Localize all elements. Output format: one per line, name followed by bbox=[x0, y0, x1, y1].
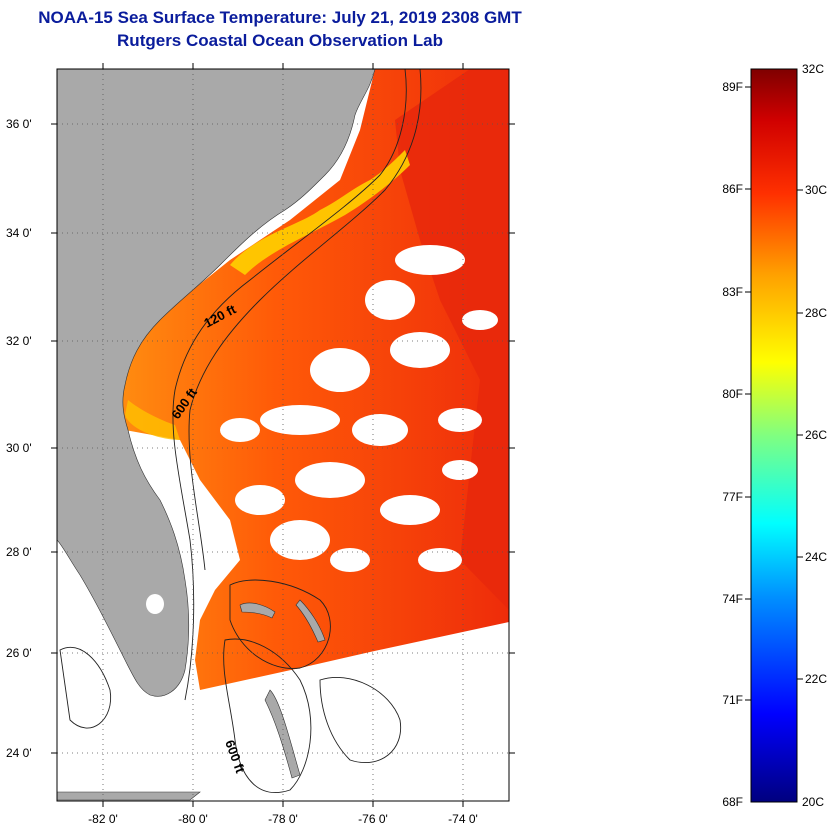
map-panel: 120 ft 600 ft 600 ft bbox=[57, 69, 509, 801]
colorbar-f-label: 71F bbox=[722, 693, 743, 707]
sst-hot-zone bbox=[395, 69, 509, 610]
graticule bbox=[57, 69, 509, 801]
colorbar-ticks bbox=[745, 86, 803, 701]
lat-label: 34 0' bbox=[6, 226, 32, 240]
colorbar bbox=[750, 68, 798, 803]
map-subtitle: Rutgers Coastal Ocean Observation Lab bbox=[117, 31, 443, 50]
colorbar-c-label: 28C bbox=[805, 306, 827, 320]
lon-label: -82 0' bbox=[88, 812, 118, 826]
colorbar-c-label: 20C bbox=[802, 795, 824, 809]
lon-label: -78 0' bbox=[268, 812, 298, 826]
colorbar-f-label: 83F bbox=[722, 285, 743, 299]
sst-nearshore-band bbox=[230, 150, 410, 275]
lake-okeechobee bbox=[146, 594, 164, 614]
lon-label: -80 0' bbox=[178, 812, 208, 826]
bahamas-islands bbox=[57, 599, 326, 801]
colorbar-c-label: 32C bbox=[802, 62, 824, 76]
lon-label: -74 0' bbox=[448, 812, 478, 826]
colorbar-c-label: 26C bbox=[805, 428, 827, 442]
lon-ticks bbox=[102, 63, 464, 807]
lat-ticks bbox=[51, 123, 515, 754]
colorbar-f-label: 77F bbox=[722, 490, 743, 504]
colorbar-f-label: 89F bbox=[722, 80, 743, 94]
colorbar-f-label: 74F bbox=[722, 592, 743, 606]
colorbar-c-label: 24C bbox=[805, 550, 827, 564]
map-title: NOAA-15 Sea Surface Temperature: July 21… bbox=[38, 8, 522, 27]
cloud-mask bbox=[220, 245, 498, 572]
colorbar-f-label: 80F bbox=[722, 387, 743, 401]
lat-label: 36 0' bbox=[6, 117, 32, 131]
lat-label: 26 0' bbox=[6, 646, 32, 660]
sst-coastal-band bbox=[125, 400, 180, 440]
colorbar-c-label: 22C bbox=[805, 672, 827, 686]
lat-label: 32 0' bbox=[6, 334, 32, 348]
lat-label: 30 0' bbox=[6, 441, 32, 455]
colorbar-f-label: 86F bbox=[722, 182, 743, 196]
colorbar-f-label: 68F bbox=[722, 795, 743, 809]
colorbar-c-label: 30C bbox=[805, 183, 827, 197]
land-mass bbox=[57, 69, 376, 697]
lat-label: 28 0' bbox=[6, 545, 32, 559]
lat-label: 24 0' bbox=[6, 746, 32, 760]
lon-label: -76 0' bbox=[358, 812, 388, 826]
